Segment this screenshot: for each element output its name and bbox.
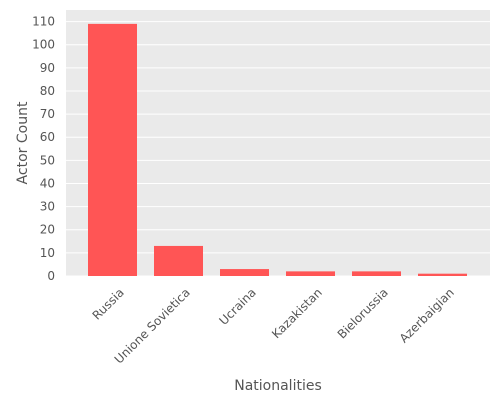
y-tick-label: 60 <box>40 130 55 144</box>
x-tick-label: Russia <box>90 285 127 322</box>
y-tick-label: 70 <box>40 107 55 121</box>
x-tick-label: Bielorussia <box>335 285 391 341</box>
x-tick-label: Ucraina <box>216 285 258 327</box>
y-tick-label: 20 <box>40 223 55 237</box>
y-axis-ticks: 0 10 20 30 40 50 60 70 80 90 100 110 <box>32 15 55 283</box>
y-tick-label: 40 <box>40 176 55 190</box>
y-tick-label: 90 <box>40 61 55 75</box>
bar-bielorussia <box>352 271 401 276</box>
x-tick-label: Azerbaigian <box>397 285 457 345</box>
bars <box>88 23 467 276</box>
bar-azerbaigian <box>418 273 467 276</box>
y-axis-label: Actor Count <box>15 101 31 184</box>
y-tick-label: 0 <box>47 269 55 283</box>
x-axis-label: Nationalities <box>234 378 322 394</box>
bar-ucraina <box>220 269 269 276</box>
x-tick-label: Kazakistan <box>269 285 325 341</box>
y-tick-label: 110 <box>32 15 55 29</box>
y-tick-label: 10 <box>40 246 55 260</box>
y-tick-label: 30 <box>40 200 55 214</box>
y-tick-label: 50 <box>40 153 55 167</box>
y-tick-label: 80 <box>40 84 55 98</box>
bar-russia <box>88 23 137 276</box>
y-tick-label: 100 <box>32 38 55 52</box>
bar-kazakistan <box>286 271 335 276</box>
bar-unione-sovietica <box>154 245 203 276</box>
